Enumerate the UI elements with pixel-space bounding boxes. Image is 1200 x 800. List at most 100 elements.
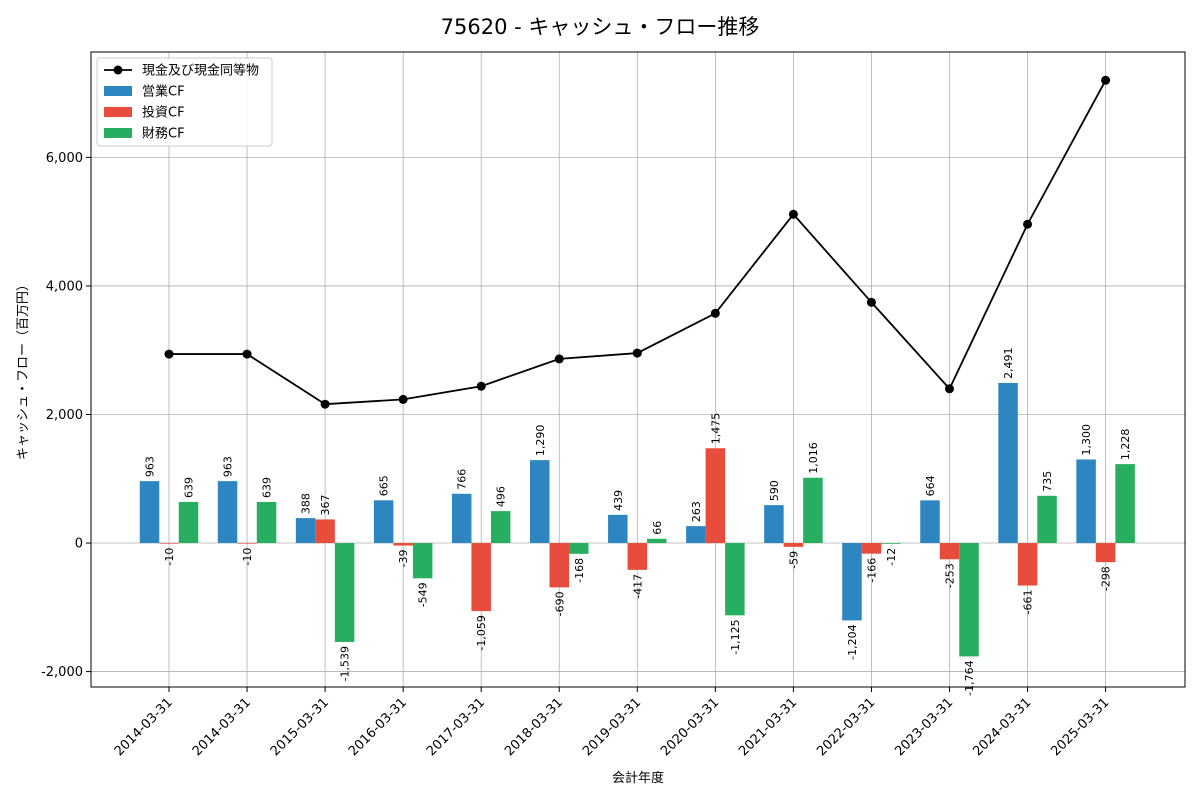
bar-2-6 xyxy=(647,538,667,544)
bar-2-2 xyxy=(334,543,355,642)
plot-frame xyxy=(90,51,1186,688)
bar-value-label: 1,475 xyxy=(709,413,722,445)
bar-2-5 xyxy=(569,543,589,554)
bar-value-label: 735 xyxy=(1041,471,1054,492)
bar-2-0 xyxy=(178,501,199,544)
bar-1-0 xyxy=(159,543,179,544)
bar-value-label: -1,204 xyxy=(846,624,859,659)
bar-value-label: 439 xyxy=(612,490,625,511)
bars-layer xyxy=(139,382,1135,657)
bar-1-4 xyxy=(471,543,491,612)
bar-2-9 xyxy=(881,543,901,544)
x-axis-title: 会計年度 xyxy=(612,770,664,786)
x-tick-label: 2014-03-31 xyxy=(190,695,254,759)
bar-1-1 xyxy=(237,543,257,544)
bar-value-label: 665 xyxy=(378,475,391,496)
bar-value-label: 639 xyxy=(183,477,196,498)
cash-point xyxy=(1101,75,1111,85)
cash-point xyxy=(320,399,330,409)
bar-value-label: -168 xyxy=(573,558,586,583)
bar-0-6 xyxy=(608,514,628,544)
x-tick-label: 2018-03-31 xyxy=(502,695,566,759)
bar-0-7 xyxy=(686,526,706,544)
bar-value-label: -12 xyxy=(885,548,898,566)
bar-0-3 xyxy=(373,500,394,544)
x-tick-label: 2023-03-31 xyxy=(892,695,956,759)
bar-value-label: 1,228 xyxy=(1119,429,1132,461)
bar-1-8 xyxy=(783,543,804,547)
legend-bar-swatch xyxy=(104,128,132,138)
cash-point xyxy=(632,348,642,358)
x-tick-label: 2025-03-31 xyxy=(1048,695,1112,759)
x-tick-label: 2016-03-31 xyxy=(346,695,410,759)
bar-value-label: 1,300 xyxy=(1080,424,1093,456)
x-tick-label: 2019-03-31 xyxy=(580,695,644,759)
bar-value-label: 766 xyxy=(456,469,469,490)
y-tick-label: 2,000 xyxy=(46,408,83,423)
bar-value-label: 590 xyxy=(768,480,781,501)
bar-value-label: 664 xyxy=(924,475,937,496)
cash-point xyxy=(164,349,174,359)
bar-1-7 xyxy=(705,448,726,544)
legend-bar-swatch xyxy=(104,86,132,96)
bar-0-0 xyxy=(139,481,160,544)
x-tick-label: 2014-03-31 xyxy=(112,695,176,759)
bar-2-7 xyxy=(725,543,745,616)
bar-value-label: -253 xyxy=(944,563,957,588)
cash-point xyxy=(242,349,252,359)
bar-value-label: 963 xyxy=(222,456,235,477)
bar-2-4 xyxy=(490,511,511,544)
bar-0-12 xyxy=(1076,459,1096,544)
chart-title: 75620 - キャッシュ・フロー推移 xyxy=(441,15,760,39)
grid-layer xyxy=(91,52,1185,687)
bar-value-label: 1,016 xyxy=(807,442,820,474)
bar-value-label: -10 xyxy=(241,548,254,566)
bar-value-label: 2,491 xyxy=(1002,347,1015,379)
x-tick-label: 2015-03-31 xyxy=(268,695,332,759)
legend-label: 営業CF xyxy=(142,84,185,100)
cash-point xyxy=(788,209,798,219)
bar-value-label: 496 xyxy=(495,486,508,507)
bar-2-8 xyxy=(803,477,823,544)
bar-1-9 xyxy=(861,543,882,554)
bar-value-label: -10 xyxy=(163,548,176,566)
bar-2-10 xyxy=(959,543,979,657)
bar-0-2 xyxy=(295,518,316,544)
bar-0-5 xyxy=(530,460,550,544)
bar-0-4 xyxy=(451,493,472,544)
x-tick-label: 2017-03-31 xyxy=(424,695,488,759)
legend-label: 現金及び現金同等物 xyxy=(142,63,259,79)
bar-1-2 xyxy=(315,519,335,544)
bar-0-8 xyxy=(764,505,784,544)
bar-value-label: 1,290 xyxy=(534,425,547,457)
bar-value-label: 639 xyxy=(261,477,274,498)
bar-0-11 xyxy=(998,382,1018,544)
bar-value-label: -690 xyxy=(553,591,566,616)
bar-value-label: -1,539 xyxy=(339,646,352,681)
bar-value-label: 66 xyxy=(651,521,664,535)
bar-value-label: -298 xyxy=(1100,566,1113,591)
bar-1-12 xyxy=(1095,543,1116,563)
cash-point xyxy=(866,297,876,307)
y-tick-label: 0 xyxy=(75,537,83,552)
cash-point xyxy=(554,354,564,364)
bar-1-6 xyxy=(627,543,648,570)
bar-0-10 xyxy=(920,500,940,544)
cash-point xyxy=(945,384,954,394)
bar-value-label: -166 xyxy=(865,558,878,583)
bar-0-1 xyxy=(217,481,238,544)
bar-value-label: -1,125 xyxy=(729,619,742,654)
bar-value-label: -1,059 xyxy=(475,615,488,650)
legend-bar-swatch xyxy=(104,107,132,117)
cash-point xyxy=(476,381,486,391)
bar-value-label: -59 xyxy=(787,551,800,569)
bar-1-10 xyxy=(939,543,960,560)
bar-1-3 xyxy=(393,543,413,546)
bar-value-label: -417 xyxy=(631,574,644,599)
ticks-layer: -2,000 0 2,000 4,000 6,000 2014-03-31 2014-03-… xyxy=(41,151,1112,759)
y-tick-label: -2,000 xyxy=(41,665,83,680)
bar-2-11 xyxy=(1037,495,1057,544)
y-axis-title: キャッシュ・フロー（百万円） xyxy=(16,278,31,460)
